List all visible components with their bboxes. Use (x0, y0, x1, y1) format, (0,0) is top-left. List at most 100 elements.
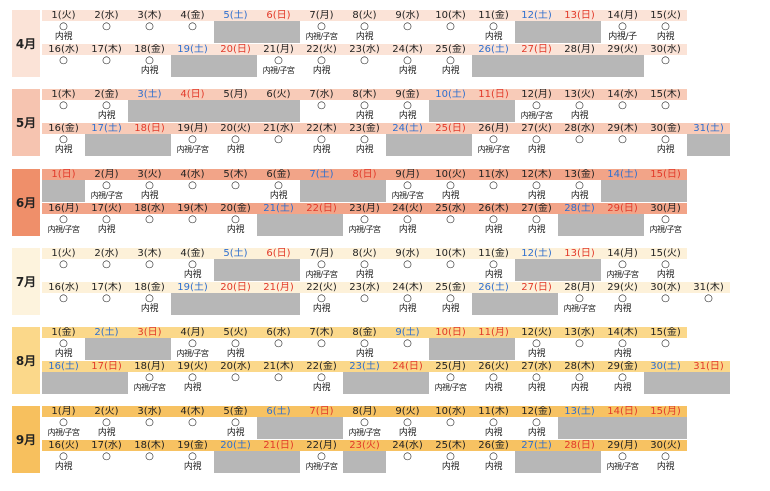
day-cell: 7(月) ○ 内視/子宮 (300, 10, 343, 43)
day-body: ○ 内視 (214, 214, 257, 236)
service-note: 内視 (269, 191, 288, 201)
day-cell: 29(月) ○ 内視/子宮 (601, 440, 644, 473)
open-mark: ○ (145, 180, 154, 191)
day-header: 7(水) (300, 89, 343, 100)
day-cell: 5(土) (214, 10, 257, 43)
closed-day (601, 180, 644, 202)
day-cell: 24(土) (386, 123, 429, 156)
day-body: ○ 内視/子宮 (257, 55, 300, 77)
day-body: ○ (257, 338, 300, 360)
day-body: ○ 内視 (644, 134, 687, 156)
day-body: ○ 内視 (257, 180, 300, 202)
day-cell: 8(火) ○ 内視 (343, 248, 386, 281)
service-note: 内視/子宮 (606, 270, 639, 279)
day-cell: 1(木) ○ (42, 89, 85, 122)
day-cell: 9(土) ○ (386, 327, 429, 360)
day-body: ○ (644, 55, 687, 77)
month-label: 8月 (12, 327, 40, 394)
day-header: 1(日) (42, 169, 85, 180)
day-header: 12(木) (515, 169, 558, 180)
open-mark: ○ (575, 338, 584, 349)
day-cell: 18(金) ○ 内視 (128, 44, 171, 77)
day-header: 29(日) (601, 203, 644, 214)
closed-day (601, 55, 644, 77)
day-cell: 2(水) ○ (85, 10, 128, 43)
day-header: 18(金) (128, 44, 171, 55)
day-cell: 15(日) (644, 169, 687, 202)
day-cell: 24(木) ○ 内視 (386, 282, 429, 315)
day-cell: 2(金) ○ 内視 (85, 89, 128, 122)
day-header: 28(月) (558, 44, 601, 55)
open-mark: ○ (188, 214, 197, 225)
service-note: 内視 (183, 462, 202, 472)
closed-day (128, 338, 171, 360)
service-note: 内視 (226, 428, 245, 438)
day-header: 22(火) (300, 44, 343, 55)
open-mark: ○ (59, 259, 68, 270)
service-note: 内視 (398, 225, 417, 235)
day-header: 7(月) (300, 248, 343, 259)
day-body: ○ (85, 55, 128, 77)
service-note: 内視/子宮 (305, 270, 338, 279)
day-cell: 7(月) ○ 内視/子宮 (300, 248, 343, 281)
day-cell: 26(木) ○ 内視 (472, 203, 515, 236)
open-mark: ○ (661, 214, 670, 225)
day-header: 20(金) (214, 203, 257, 214)
day-header: 8(月) (343, 406, 386, 417)
service-note: 内視/子宮 (47, 428, 80, 437)
day-body: ○ 内視 (343, 259, 386, 281)
closed-day (558, 55, 601, 77)
service-note: 内視 (527, 191, 546, 201)
day-header: 15(木) (644, 89, 687, 100)
open-mark: ○ (446, 214, 455, 225)
open-mark: ○ (704, 293, 713, 304)
closed-day (644, 372, 687, 394)
day-body: ○ 内視 (171, 451, 214, 473)
day-body: ○ 内視/子宮 (644, 214, 687, 236)
closed-day (214, 55, 257, 77)
day-cell: 31(日) (687, 361, 730, 394)
open-mark: ○ (360, 134, 369, 145)
service-note: 内視 (570, 383, 589, 393)
day-body: ○ 内視/子宮 (300, 259, 343, 281)
closed-day (85, 372, 128, 394)
month-label: 7月 (12, 248, 40, 315)
day-cell: 12(月) ○ 内視/子宮 (515, 89, 558, 122)
day-body: ○ 内視 (558, 180, 601, 202)
service-note: 内視 (54, 145, 73, 155)
day-header: 20(日) (214, 44, 257, 55)
day-header: 23(水) (343, 282, 386, 293)
closed-day (257, 451, 300, 473)
day-header: 26(月) (472, 123, 515, 134)
day-cell: 14(水) ○ (601, 89, 644, 122)
day-header: 29(木) (601, 123, 644, 134)
day-body: ○ 内視 (42, 21, 85, 43)
day-header: 4(金) (171, 10, 214, 21)
day-header: 12(土) (515, 248, 558, 259)
service-note: 内視 (140, 304, 159, 314)
day-cell: 27(火) ○ 内視 (515, 123, 558, 156)
day-header: 9(金) (386, 89, 429, 100)
day-body: ○ (601, 134, 644, 156)
day-body: ○ 内視 (601, 372, 644, 394)
day-body: ○ 内視 (386, 417, 429, 439)
day-header: 6(日) (257, 248, 300, 259)
open-mark: ○ (618, 293, 627, 304)
service-note: 内視/子宮 (606, 462, 639, 471)
day-header: 5(土) (214, 10, 257, 21)
day-cell: 18(日) (128, 123, 171, 156)
day-cell: 2(土) (85, 327, 128, 360)
day-header: 13(火) (558, 89, 601, 100)
service-note: 内視 (656, 462, 675, 472)
day-header: 23(土) (343, 361, 386, 372)
day-body: ○ (85, 259, 128, 281)
day-header: 10(木) (429, 248, 472, 259)
open-mark: ○ (317, 259, 326, 270)
open-mark: ○ (446, 451, 455, 462)
day-body: ○ 内視 (42, 451, 85, 473)
open-mark: ○ (446, 293, 455, 304)
service-note: 内視 (312, 66, 331, 76)
day-cell: 3(水) ○ (128, 406, 171, 439)
day-cell: 19(月) ○ 内視/子宮 (171, 123, 214, 156)
